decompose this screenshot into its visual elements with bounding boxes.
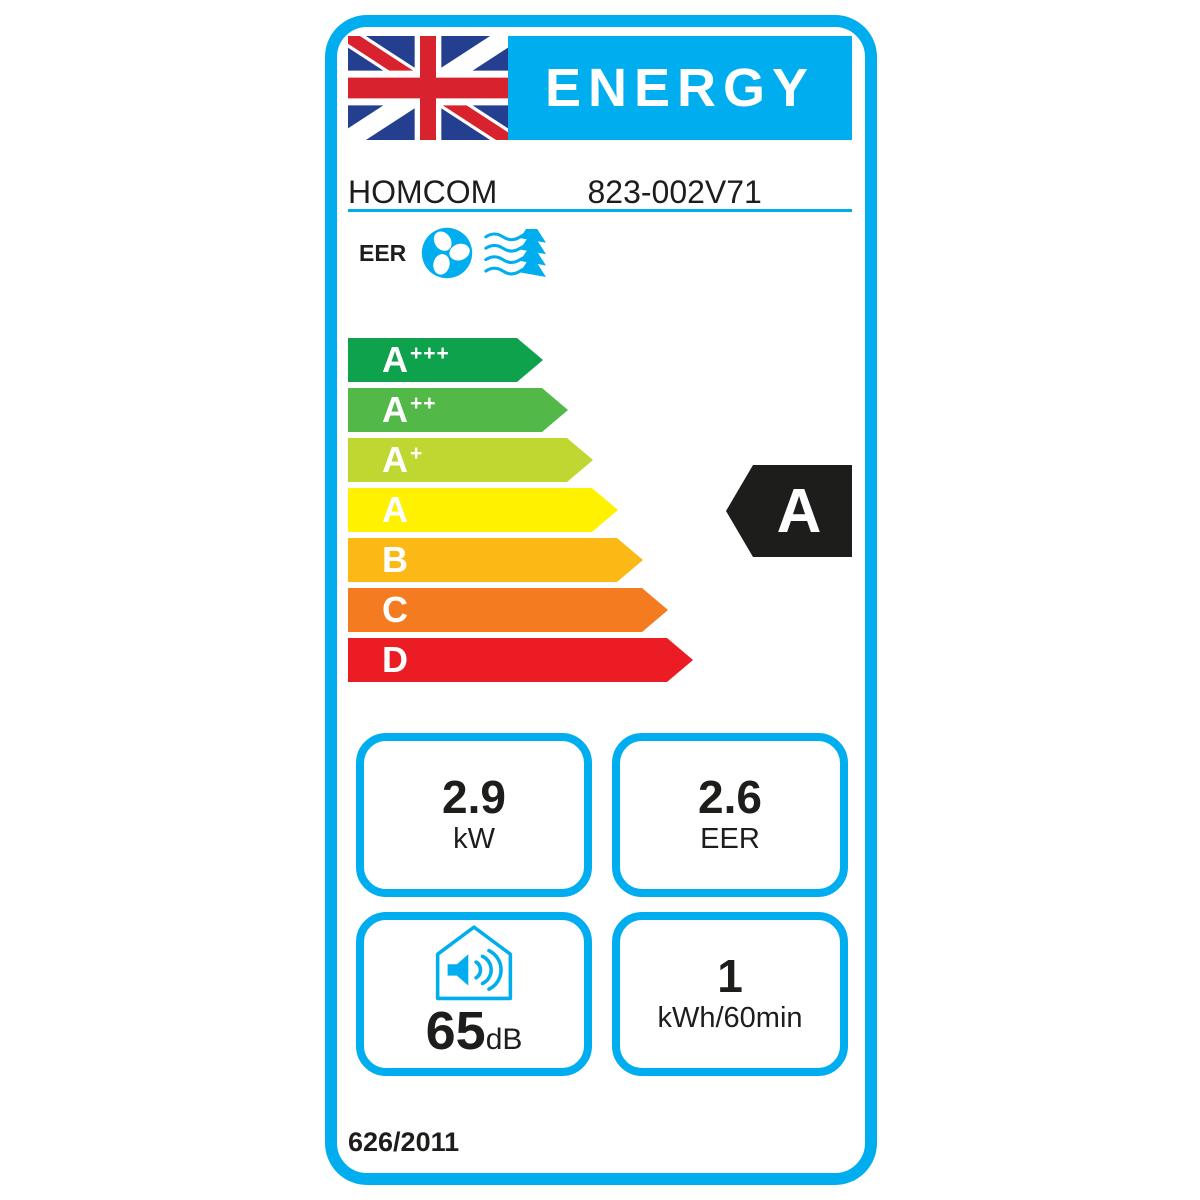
- metric-power-box: 2.9 kW: [356, 733, 592, 897]
- metric-eer-box: 2.6 EER: [612, 733, 848, 897]
- rating-bar-a: A: [348, 488, 618, 532]
- power-unit: kW: [453, 822, 495, 855]
- rating-bar-a2plus: A++: [348, 388, 568, 432]
- noise-reading: 65 dB: [426, 1004, 523, 1058]
- metric-boxes: 2.9 kW 2.6 EER 65 dB 1 kWh/60min: [356, 733, 848, 1076]
- current-rating-letter: A: [776, 476, 822, 546]
- energy-title: ENERGY: [508, 36, 852, 140]
- eer-value: 2.6: [698, 771, 762, 824]
- model-number: 823-002V71: [587, 174, 762, 210]
- eer-unit: EER: [700, 822, 760, 855]
- power-value: 2.9: [442, 771, 506, 824]
- consumption-value: 1: [717, 950, 743, 1003]
- rating-bar-a3plus: A+++: [348, 338, 543, 382]
- function-row: EER: [359, 225, 559, 281]
- consumption-unit: kWh/60min: [657, 1001, 803, 1034]
- eer-label: EER: [359, 239, 407, 266]
- rating-bar-d: D: [348, 638, 693, 682]
- metric-consumption-box: 1 kWh/60min: [612, 912, 848, 1076]
- brand-name: HOMCOM: [348, 174, 498, 210]
- noise-unit: dB: [485, 1023, 523, 1056]
- energy-label: ENERGY HOMCOM 823-002V71 EER: [325, 15, 877, 1185]
- current-rating-arrow: A: [726, 465, 852, 557]
- regulation-number: 626/2011: [348, 1127, 460, 1157]
- divider-line: [348, 209, 852, 212]
- rating-bar-c: C: [348, 588, 668, 632]
- rating-scale: A+++ A++ A+ A B C D: [348, 338, 693, 688]
- supplier-row: HOMCOM 823-002V71: [348, 174, 852, 211]
- rating-bar-a1plus: A+: [348, 438, 593, 482]
- metric-noise-box: 65 dB: [356, 912, 592, 1076]
- fan-icon: [422, 227, 473, 279]
- house-sound-icon: [435, 925, 513, 1001]
- noise-value: 65: [425, 1001, 486, 1061]
- label-header: ENERGY: [348, 36, 852, 140]
- airflow-icon: [484, 229, 547, 277]
- rating-bar-b: B: [348, 538, 643, 582]
- uk-flag-icon: [348, 36, 508, 140]
